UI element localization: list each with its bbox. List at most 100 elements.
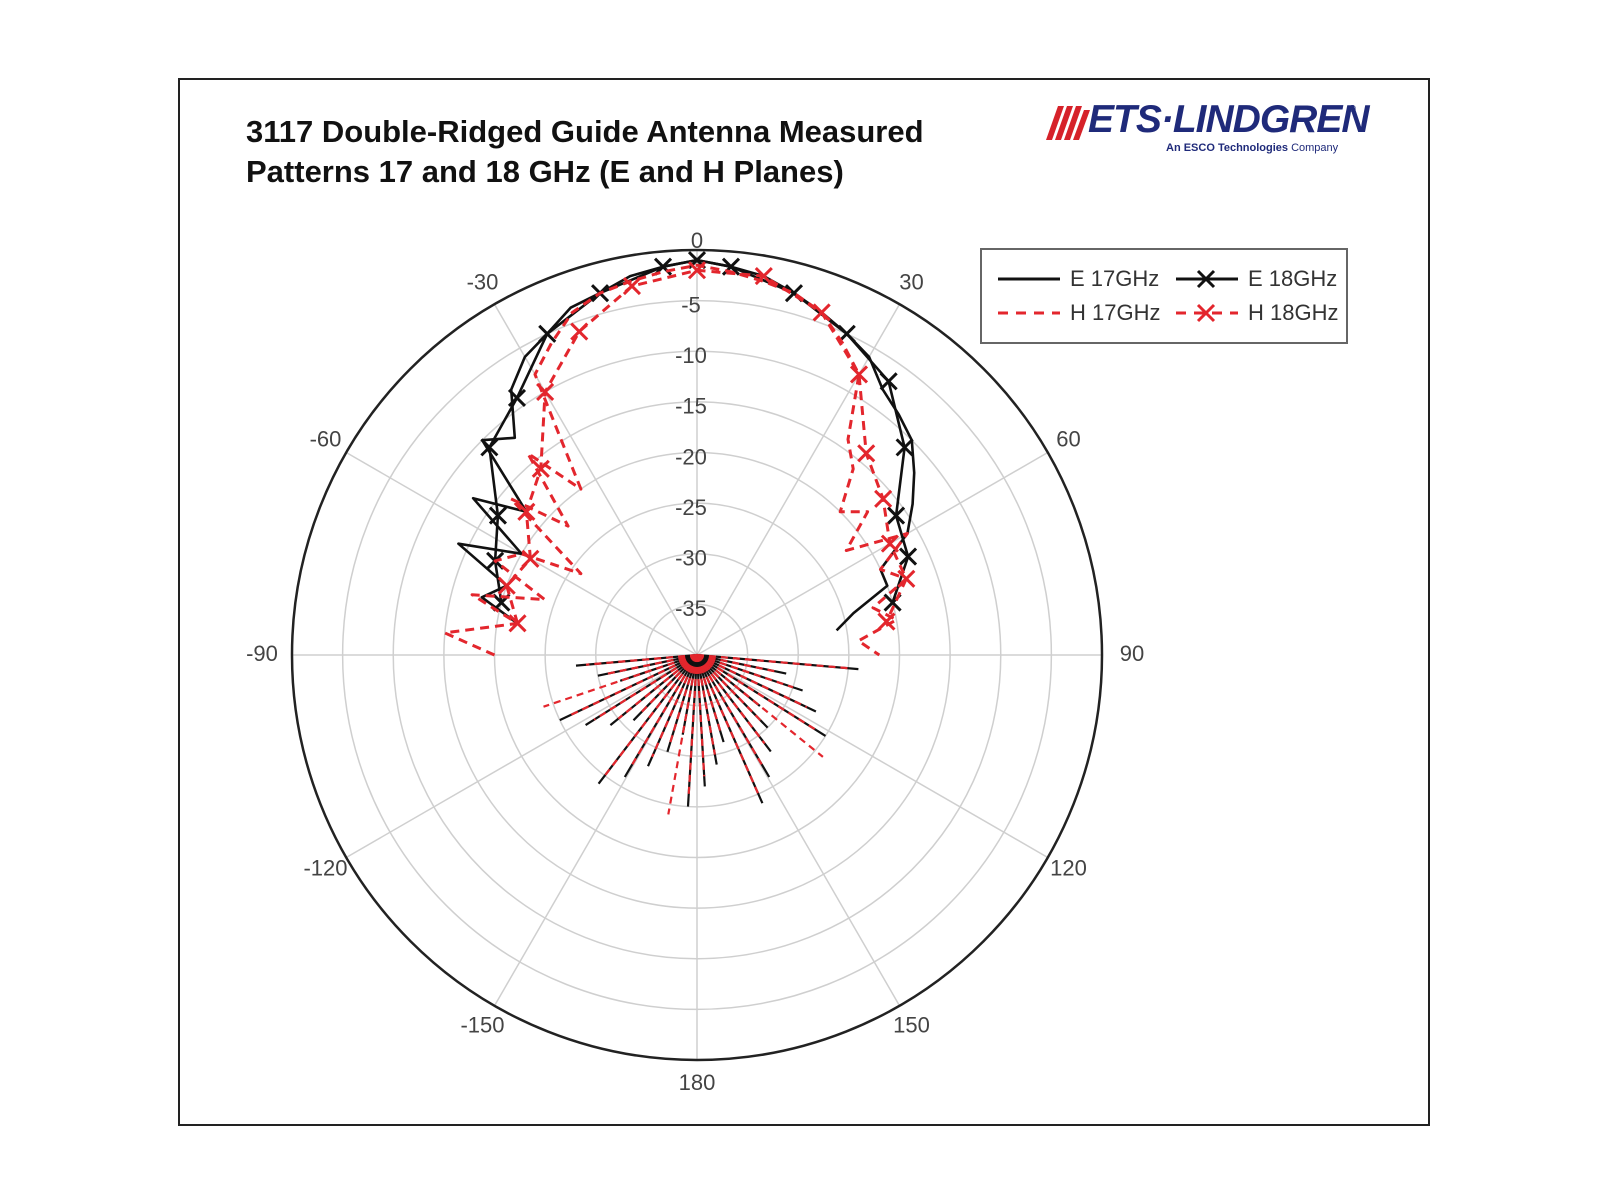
angle-tick-label-7: -150 <box>460 1012 504 1037</box>
series-backlobe-2-7 <box>696 654 766 745</box>
series-marker-3-10 <box>812 303 831 322</box>
series-backlobe-2-19 <box>639 654 698 714</box>
polar-series <box>443 251 918 815</box>
series-backlobe-2-17 <box>629 654 698 769</box>
series-marker-3-6 <box>570 322 589 341</box>
series-line-2 <box>443 263 909 657</box>
series-backlobe-2-9 <box>695 654 760 795</box>
radial-tick-label-4: -25 <box>675 495 707 520</box>
radial-tick-label-6: -35 <box>675 596 707 621</box>
chart-title-line-1: 3117 Double-Ridged Guide Antenna Measure… <box>246 114 924 149</box>
legend-item-e17: E 17GHz <box>996 264 1159 294</box>
angle-tick-label-2: 60 <box>1056 426 1080 451</box>
radial-tick-label-3: -20 <box>675 444 707 469</box>
series-backlobe-2-18 <box>603 654 698 777</box>
series-marker-1-4 <box>507 388 527 407</box>
legend-swatch-h17 <box>998 311 1060 315</box>
series-3 <box>497 261 916 633</box>
series-0 <box>457 258 916 807</box>
series-backlobe-2-11 <box>695 654 716 755</box>
series-marker-3-3 <box>517 502 536 521</box>
series-backlobe-2-2 <box>696 653 794 689</box>
polar-tick-labels: 0 30 60 90 120 150 180 -150 -120 -90 -60 -30 -5 -10 -1… <box>246 228 1144 1095</box>
series-marker-3-9 <box>754 267 773 286</box>
ets-lindgren-logo: ETS·LINDGREN ® An ESCO Technologies Comp… <box>1046 98 1369 156</box>
series-marker-3-7 <box>622 277 642 296</box>
logo-tagline-rest: Company <box>1288 142 1339 154</box>
grid-spoke-11 <box>493 303 698 656</box>
grid-spoke-8 <box>345 654 698 859</box>
angle-tick-label-6: 180 <box>679 1070 716 1095</box>
series-backlobe-2-5 <box>696 654 824 758</box>
angle-tick-label-0: 0 <box>691 228 703 253</box>
series-marker-3-12 <box>857 444 876 463</box>
legend-swatch-e17 <box>998 277 1060 281</box>
angle-tick-label-3: 90 <box>1120 641 1144 666</box>
series-marker-3-11 <box>849 365 869 384</box>
logo-wordmark: ETS·LINDGREN <box>1088 98 1369 141</box>
series-marker-3-14 <box>880 534 899 553</box>
series-backlobe-2-25 <box>585 653 698 666</box>
logo-tagline-bold: An ESCO Technologies <box>1166 142 1289 154</box>
series-marker-1-12 <box>879 372 898 391</box>
angle-tick-label-4: 120 <box>1050 855 1087 880</box>
logo-tagline: An ESCO Technologies Company <box>1166 142 1338 154</box>
legend-label-e17: E 17GHz <box>1070 266 1160 291</box>
series-backlobe-2-20 <box>617 654 698 720</box>
series-marker-3-2 <box>521 549 540 568</box>
series-backlobe-2-12 <box>695 654 706 777</box>
grid-spoke-1 <box>696 303 901 656</box>
series-marker-3-8 <box>687 261 707 280</box>
series-marker-3-16 <box>877 612 896 631</box>
series-marker-1-14 <box>886 506 906 525</box>
legend-item-h17: H 17GHz <box>996 298 1160 328</box>
series-marker-3-1 <box>497 576 516 595</box>
chart-title: 3117 Double-Ridged Guide Antenna Measure… <box>246 112 1026 192</box>
series-marker-3-0 <box>508 614 527 633</box>
series-backlobe-2-14 <box>667 654 699 815</box>
series-marker-3-13 <box>874 489 893 508</box>
angle-tick-label-11: -30 <box>467 269 499 294</box>
legend-swatch-e18 <box>1176 269 1238 289</box>
grid-spoke-2 <box>696 451 1049 656</box>
series-marker-1-15 <box>898 547 918 566</box>
series-marker-1-13 <box>895 438 914 457</box>
series-backlobe-2-0 <box>696 653 849 670</box>
legend-label-h18: H 18GHz <box>1248 300 1339 325</box>
angle-tick-label-9: -90 <box>246 641 278 666</box>
series-backlobe-2-1 <box>696 653 777 673</box>
legend-swatch-h18 <box>1176 303 1238 323</box>
series-backlobe-2-3 <box>696 654 808 709</box>
series-backlobe-2-24 <box>607 653 698 675</box>
angle-tick-label-10: -60 <box>310 426 342 451</box>
grid-spoke-4 <box>696 654 1049 859</box>
logo-stripes-icon <box>1046 106 1090 140</box>
angle-tick-label-8: -120 <box>303 855 347 880</box>
radial-tick-label-2: -15 <box>675 394 707 419</box>
series-backlobe-2-10 <box>695 654 722 733</box>
series-marker-1-2 <box>488 506 508 525</box>
legend-item-e18: E 18GHz <box>1174 264 1337 294</box>
series-backlobe-0-17 <box>623 654 698 778</box>
series-marker-1-3 <box>480 438 499 457</box>
series-backlobe-2-8 <box>696 654 765 769</box>
series-backlobe-2-15 <box>669 654 699 743</box>
radial-tick-label-1: -10 <box>675 343 707 368</box>
angle-tick-label-5: 150 <box>893 1012 930 1037</box>
series-marker-3-15 <box>897 569 916 588</box>
series-marker-1-5 <box>538 324 557 343</box>
logo-registered-mark: ® <box>1348 104 1356 115</box>
series-backlobe-2-23 <box>543 653 698 708</box>
angle-tick-label-1: 30 <box>899 269 923 294</box>
radial-tick-label-0: -5 <box>681 292 701 317</box>
series-backlobe-2-16 <box>651 654 699 758</box>
legend-label-h17: H 17GHz <box>1070 300 1161 325</box>
series-2 <box>443 263 909 815</box>
series-backlobe-0-8 <box>696 654 771 778</box>
radial-tick-label-5: -30 <box>675 546 707 571</box>
chart-title-line-2: Patterns 17 and 18 GHz (E and H Planes) <box>246 154 844 189</box>
series-backlobe-2-21 <box>593 654 698 721</box>
series-marker-3-4 <box>531 459 550 478</box>
legend-item-h18: H 18GHz <box>1174 298 1338 328</box>
